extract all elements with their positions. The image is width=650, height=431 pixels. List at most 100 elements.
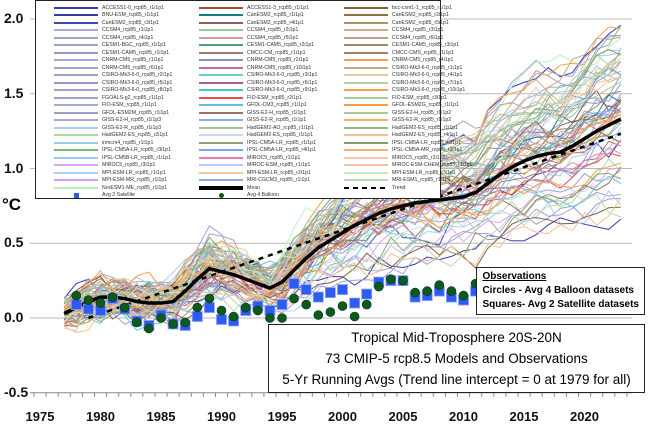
balloon-point xyxy=(119,302,130,313)
legend-entry: Avg 2 Satellite xyxy=(54,192,172,200)
balloon-point xyxy=(349,311,360,322)
mean-line xyxy=(63,117,622,316)
legend-label: GISS-E2-R_rcp85_r1i1p2 xyxy=(392,117,452,124)
legend-entry: CCSM4_rcp85_r4i1p1 xyxy=(54,34,172,42)
legend-label: MPI-ESM-LR_rcp85_r3i1p1 xyxy=(392,169,456,176)
legend-label: CMCC-CM_rcp85_r1i1p1 xyxy=(247,49,306,56)
balloon-point xyxy=(289,293,299,304)
legend-entry: FGOALS-g2_rcp85_r1i1p1 xyxy=(54,94,172,102)
legend-swatch xyxy=(344,186,388,189)
satellite-point xyxy=(276,299,288,310)
legend-swatch xyxy=(54,74,98,77)
legend-label: CNRM-CM5_rcp85_r2i1p1 xyxy=(247,57,309,64)
legend-entry: MIROC5_rcp85_r3i1p1 xyxy=(54,162,172,170)
legend-swatch xyxy=(199,29,243,32)
balloon-circle-icon xyxy=(199,192,243,198)
legend-label: CanESM2_rcp85_r5i1p1 xyxy=(392,19,449,26)
legend-swatch xyxy=(54,111,98,114)
legend-label: CCSM4_rcp85_r2i1p1 xyxy=(247,27,299,34)
legend-entry: GISS-E2-R_rcp85_r1i1p1 xyxy=(199,117,317,125)
legend-swatch xyxy=(54,141,98,144)
legend-entry: CanESM2_rcp85_r4i1p1 xyxy=(199,19,317,27)
legend-entry: GISS-E2-H_rcp85_r1i1p3 xyxy=(54,117,172,125)
legend-entry: CNRM-CM5_rcp85_r10i1p1 xyxy=(199,64,317,72)
legend-label: CMCC-CMS_rcp85_r1i1p1 xyxy=(392,49,454,56)
legend-label: CSIRO-Mk3-6-0_rcp85_r1i1p1 xyxy=(392,64,463,71)
legend-entry: HadGEM2-AO_rcp85_r1i1p1 xyxy=(199,124,317,132)
legend-label: CCSM4_rcp85_r6i1p1 xyxy=(392,34,444,41)
observations-squares: Squares- Avg 2 Satellite datasets xyxy=(482,299,639,310)
legend-entry: Avg 4 Balloon xyxy=(199,192,317,200)
legend-entry: CESM1-CAM5_rcp85_r2i1p1 xyxy=(199,42,317,50)
legend-swatch xyxy=(344,6,388,9)
legend-label: GISS-E2-R_rcp85_r1i1p1 xyxy=(247,117,307,124)
balloon-point xyxy=(458,290,469,301)
legend-label: CSIRO-Mk3-6-0_rcp85_r9i1p1 xyxy=(247,87,318,94)
legend-entry: ACCESS1-3_rcp85_r1i1p1 xyxy=(199,4,317,12)
x-tick-label: 1975 xyxy=(25,409,55,424)
legend-label: NorESM1-ME_rcp85_r1i1p1 xyxy=(102,184,168,191)
legend-entry: CMCC-CM_rcp85_r1i1p1 xyxy=(199,49,317,57)
legend-label: CESM1-CAM5_rcp85_r2i1p1 xyxy=(247,42,315,49)
legend-label: CNRM-CM5_rcp85_r10i1p1 xyxy=(247,64,312,71)
legend-label: ACCESS1-3_rcp85_r1i1p1 xyxy=(247,4,309,11)
legend-swatch xyxy=(344,104,388,107)
legend-label: IPSL-CM5A-LR_rcp85_r2i1p1 xyxy=(392,139,461,146)
legend-label: CNRM-CM5_rcp85_r6i1p1 xyxy=(102,64,164,71)
legend-label: FIO-ESM_rcp85_r1i1p1 xyxy=(102,102,157,109)
legend-label: GISS-E2-H_rcp85_r1i1p1 xyxy=(247,109,307,116)
legend-label: MPI-ESM-LR_rcp85_r1i1p1 xyxy=(102,169,166,176)
satellite-point xyxy=(300,284,312,295)
legend-entry: GISS-E2-H_rcp85_r1i1p2 xyxy=(344,109,472,117)
legend-label: Mean xyxy=(247,184,260,191)
legend-swatch xyxy=(199,51,243,54)
legend-label: CESM1-CAM5_rcp85_r3i1p1 xyxy=(392,42,460,49)
x-tick-label: 1995 xyxy=(267,409,297,424)
legend-entry: CSIRO-Mk3-6-0_rcp85_r10i1p1 xyxy=(344,87,472,95)
legend-swatch xyxy=(199,179,243,182)
legend-swatch xyxy=(54,29,98,32)
legend-entry: GISS-E2-R_rcp85_r1i1p3 xyxy=(54,124,172,132)
legend-label: MIROC5_rcp85_r3i1p1 xyxy=(102,162,156,169)
balloon-point xyxy=(434,280,445,290)
balloon-point xyxy=(337,301,348,311)
legend-entry: CESM1-CAM5_rcp85_r1i1p1 xyxy=(54,49,172,57)
legend-entry: MIROC-ESM_rcp85_r1i1p1 xyxy=(199,162,317,170)
legend-entry: CCSM4_rcp85_r3i1p1 xyxy=(344,27,472,35)
balloon-point xyxy=(265,313,275,323)
legend-label: inmcm4_rcp85_r1i1p1 xyxy=(102,139,154,146)
legend-swatch xyxy=(344,141,388,144)
title-line-2: 73 CMIP-5 rcp8.5 Models and Observations xyxy=(325,351,588,366)
satellite-point xyxy=(83,303,94,315)
balloon-point xyxy=(373,281,384,292)
balloon-point xyxy=(301,299,312,310)
legend-entry: ACCESS1-0_rcp85_r1i1p1 xyxy=(54,4,172,12)
legend-swatch xyxy=(199,119,243,122)
legend-entry: CMCC-CMS_rcp85_r1i1p1 xyxy=(344,49,472,57)
legend-entry: IPSL-CM5B-LR_rcp85_r1i1p1 xyxy=(54,154,172,162)
legend-entry: Mean xyxy=(199,184,317,192)
legend-swatch xyxy=(54,21,98,24)
balloon-point xyxy=(386,274,396,284)
satellite-point xyxy=(288,278,300,290)
model-line xyxy=(63,83,622,311)
legend-swatch xyxy=(344,66,388,69)
legend-entry: MIROC5_rcp85_r2i1p1 xyxy=(344,154,472,162)
legend-swatch xyxy=(199,89,243,92)
satellite-point xyxy=(203,302,215,313)
balloon-point xyxy=(325,307,336,317)
balloon-point xyxy=(132,317,142,328)
legend-label: IPSL-CM5A-LR_rcp85_r4i1p1 xyxy=(247,147,316,154)
legend-label: MPI-ESM-MR_rcp85_r1i1p1 xyxy=(102,177,168,184)
legend-swatch xyxy=(54,156,98,159)
balloon-point xyxy=(107,292,118,302)
observations-note: Observations Circles - Avg 4 Balloon dat… xyxy=(476,267,645,315)
legend-entry: CESM1-CAM5_rcp85_r3i1p1 xyxy=(344,42,472,50)
legend-swatch xyxy=(344,179,388,182)
legend-entry: IPSL-CM5A-LR_rcp85_r2i1p1 xyxy=(344,139,472,147)
title-line-3: 5-Yr Running Avgs (Trend line intercept … xyxy=(282,372,631,387)
legend-label: GFDL-CM3_rcp85_r1i1p1 xyxy=(247,102,307,109)
legend-swatch xyxy=(54,66,98,69)
legend-label: IPSL-CM5A-LR_rcp85_r1i1p1 xyxy=(247,139,316,146)
